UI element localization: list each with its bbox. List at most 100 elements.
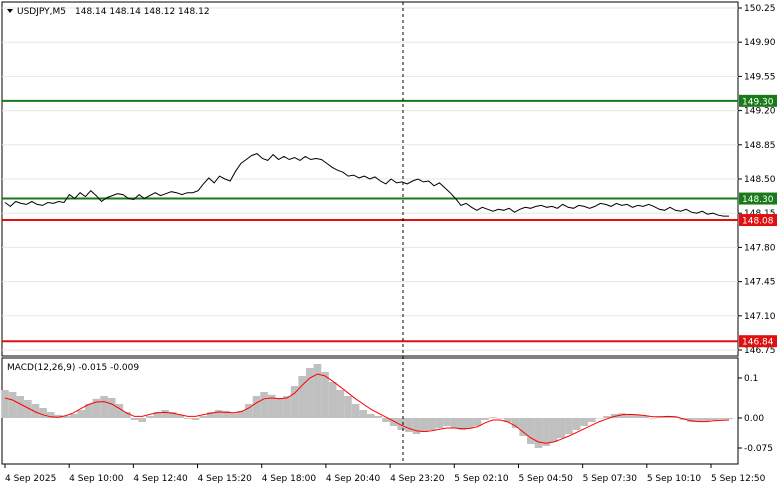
macd-bar xyxy=(184,418,192,419)
y-tick-label: 147.45 xyxy=(744,278,776,288)
macd-bar xyxy=(412,418,421,434)
macd-bar xyxy=(374,416,383,418)
macd-bar xyxy=(260,392,268,418)
macd-bar xyxy=(641,416,649,418)
x-tick-label: 4 Sep 20:40 xyxy=(326,474,381,484)
macd-bar xyxy=(496,418,505,419)
level-tag xyxy=(739,214,777,227)
macd-bar xyxy=(46,412,55,418)
y-tick-label: 146.75 xyxy=(744,346,776,356)
macd-bar xyxy=(694,418,703,422)
macd-bar xyxy=(77,410,86,418)
macd-bar xyxy=(237,410,246,418)
macd-bar xyxy=(8,392,17,418)
level-tag-label: 149.30 xyxy=(742,97,774,107)
ohlc-readout: 148.14 148.14 148.12 148.12 xyxy=(75,7,210,17)
macd-bar xyxy=(153,412,162,418)
macd-bar xyxy=(717,418,726,420)
macd-bar xyxy=(336,390,345,418)
macd-bar xyxy=(656,417,665,418)
macd-histogram xyxy=(1,364,733,448)
level-tag xyxy=(739,335,777,348)
macd-bar xyxy=(85,404,93,418)
macd-bar xyxy=(565,418,573,434)
level-tags: 149.30 148.30 148.08 146.84 xyxy=(739,94,777,348)
x-tick-label: 5 Sep 10:10 xyxy=(647,474,702,484)
macd-bar xyxy=(534,418,543,448)
macd-bar xyxy=(115,404,124,418)
macd-bar xyxy=(206,412,215,418)
macd-bar xyxy=(92,398,101,418)
x-tick-label: 5 Sep 04:50 xyxy=(518,474,573,484)
macd-bar xyxy=(527,418,535,444)
macd-bar xyxy=(549,418,558,442)
macd-bar xyxy=(123,412,131,418)
level-tag-label: 148.08 xyxy=(742,217,774,227)
macd-bar xyxy=(511,418,520,428)
macd-tick-label: 0.00 xyxy=(744,414,764,424)
macd-bar xyxy=(648,418,657,419)
y-tick-label: 147.10 xyxy=(744,312,776,322)
macd-bar xyxy=(229,413,238,418)
macd-bar xyxy=(595,418,604,419)
macd-bar xyxy=(557,418,566,438)
price-axis[interactable]: 150.25 149.90 149.55 149.20 148.85 148.50 148.… xyxy=(738,4,776,356)
macd-bar xyxy=(100,396,108,418)
macd-bar xyxy=(618,413,627,418)
symbol-label[interactable]: USDJPY,M5 xyxy=(17,7,66,17)
macd-bar xyxy=(252,396,261,418)
y-tick-label: 149.20 xyxy=(744,107,776,117)
macd-bar xyxy=(283,396,291,418)
macd-bar xyxy=(24,400,32,418)
macd-title: MACD(12,26,9) -0.015 -0.009 xyxy=(7,363,139,373)
macd-bar xyxy=(519,418,528,436)
macd-bar xyxy=(306,368,314,418)
macd-bar xyxy=(580,418,589,426)
macd-bar xyxy=(687,418,695,422)
macd-bar xyxy=(344,396,352,418)
macd-bar xyxy=(504,418,512,422)
level-tag-label: 146.84 xyxy=(742,338,774,348)
macd-bar xyxy=(664,416,672,418)
macd-bar xyxy=(709,418,718,420)
macd-bar xyxy=(450,418,459,428)
macd-bar xyxy=(107,398,116,418)
macd-bar xyxy=(138,418,146,422)
macd-bar xyxy=(405,418,413,432)
macd-bar xyxy=(31,404,40,418)
macd-pane[interactable]: MACD(12,26,9) -0.015 -0.009 xyxy=(1,357,739,465)
macd-bar xyxy=(54,414,63,418)
macd-bar xyxy=(488,417,497,418)
macd-bar xyxy=(199,416,207,418)
macd-bar xyxy=(69,414,78,418)
macd-tick-label: -0.075 xyxy=(744,444,773,454)
price-pane[interactable]: USDJPY,M5 148.14 148.14 148.12 148.12 xyxy=(1,1,739,357)
macd-bar xyxy=(168,412,177,418)
y-tick-label: 150.25 xyxy=(744,4,776,14)
y-tick-label: 147.80 xyxy=(744,243,776,253)
macd-bar xyxy=(62,416,70,418)
y-tick-label: 149.55 xyxy=(744,72,776,82)
macd-bar xyxy=(367,414,375,418)
symbol-dropdown-icon[interactable] xyxy=(7,9,13,13)
x-tick-label: 4 Sep 2025 xyxy=(5,474,56,484)
y-tick-label: 148.50 xyxy=(744,175,776,185)
macd-bar xyxy=(671,416,680,418)
macd-bar xyxy=(466,418,474,428)
macd-bar xyxy=(176,414,185,418)
level-lines[interactable] xyxy=(2,99,738,343)
macd-bar xyxy=(458,418,467,430)
time-axis[interactable]: 4 Sep 2025 4 Sep 10:00 4 Sep 12:40 4 Sep 15… xyxy=(4,464,766,484)
macd-bar xyxy=(191,418,200,420)
macd-bar xyxy=(572,418,581,430)
x-tick-label: 5 Sep 02:10 xyxy=(454,474,509,484)
macd-bar xyxy=(435,418,444,428)
macd-bar xyxy=(359,410,367,418)
macd-bar xyxy=(267,394,276,418)
macd-bar xyxy=(481,418,489,420)
macd-tick-label: 0.1 xyxy=(744,374,758,384)
macd-bar xyxy=(275,398,284,418)
macd-axis[interactable]: 0.1 0.00 -0.075 xyxy=(738,374,773,454)
level-tag xyxy=(739,94,777,107)
